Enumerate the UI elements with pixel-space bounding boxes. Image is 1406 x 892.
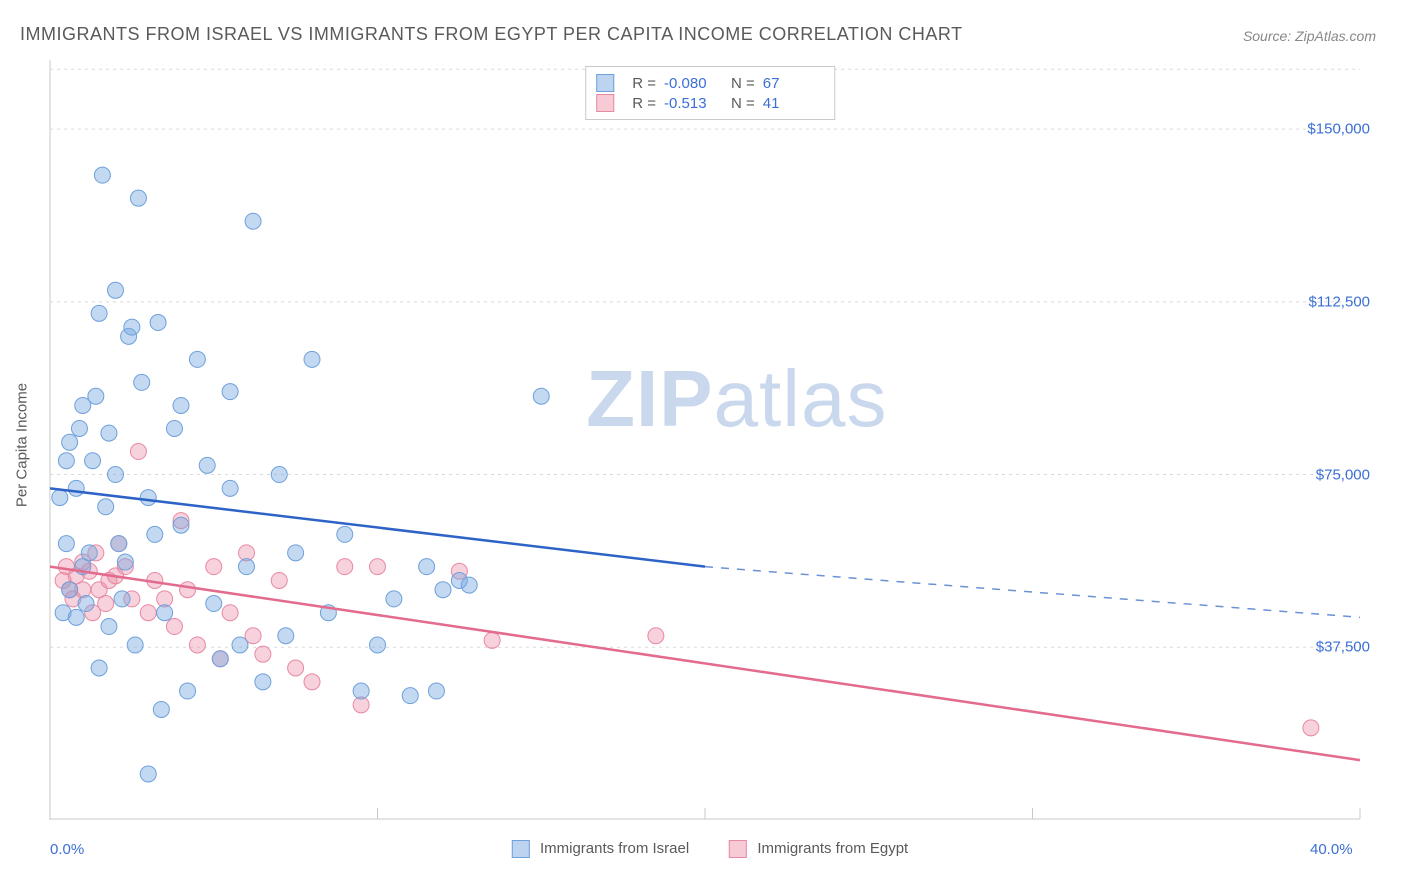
israel-r-value: -0.080 <box>664 75 719 92</box>
swatch-egypt <box>596 94 614 112</box>
y-tick-label: $150,000 <box>1307 121 1370 138</box>
source-name: ZipAtlas.com <box>1295 28 1376 44</box>
source-prefix: Source: <box>1243 28 1295 44</box>
swatch-egypt <box>729 840 747 858</box>
chart-title: IMMIGRANTS FROM ISRAEL VS IMMIGRANTS FRO… <box>20 24 963 45</box>
egypt-r-value: -0.513 <box>664 95 719 112</box>
series-legend: Immigrants from Israel Immigrants from E… <box>512 840 908 858</box>
legend-item-israel: Immigrants from Israel <box>512 840 689 858</box>
y-tick-label: $75,000 <box>1316 466 1370 483</box>
egypt-label: Immigrants from Egypt <box>757 840 908 857</box>
swatch-israel <box>596 74 614 92</box>
egypt-n-value: 41 <box>763 95 818 112</box>
scatter-svg <box>40 60 1370 820</box>
x-tick-label: 40.0% <box>1310 841 1353 858</box>
legend-row-egypt: R = -0.513 N = 41 <box>596 93 818 113</box>
n-label: N = <box>731 95 755 112</box>
x-tick-label: 0.0% <box>50 841 84 858</box>
source-label: Source: ZipAtlas.com <box>1243 28 1376 44</box>
plot-area: Per Capita Income ZIPatlas R = -0.080 N … <box>40 60 1380 830</box>
y-tick-label: $37,500 <box>1316 639 1370 656</box>
correlation-legend: R = -0.080 N = 67 R = -0.513 N = 41 <box>585 66 835 120</box>
swatch-israel <box>512 840 530 858</box>
n-label: N = <box>731 75 755 92</box>
r-label: R = <box>632 95 656 112</box>
r-label: R = <box>632 75 656 92</box>
y-tick-label: $112,500 <box>1309 293 1370 310</box>
israel-label: Immigrants from Israel <box>540 840 689 857</box>
y-axis-label: Per Capita Income <box>14 383 31 507</box>
israel-n-value: 67 <box>763 75 818 92</box>
legend-row-israel: R = -0.080 N = 67 <box>596 73 818 93</box>
legend-item-egypt: Immigrants from Egypt <box>729 840 908 858</box>
